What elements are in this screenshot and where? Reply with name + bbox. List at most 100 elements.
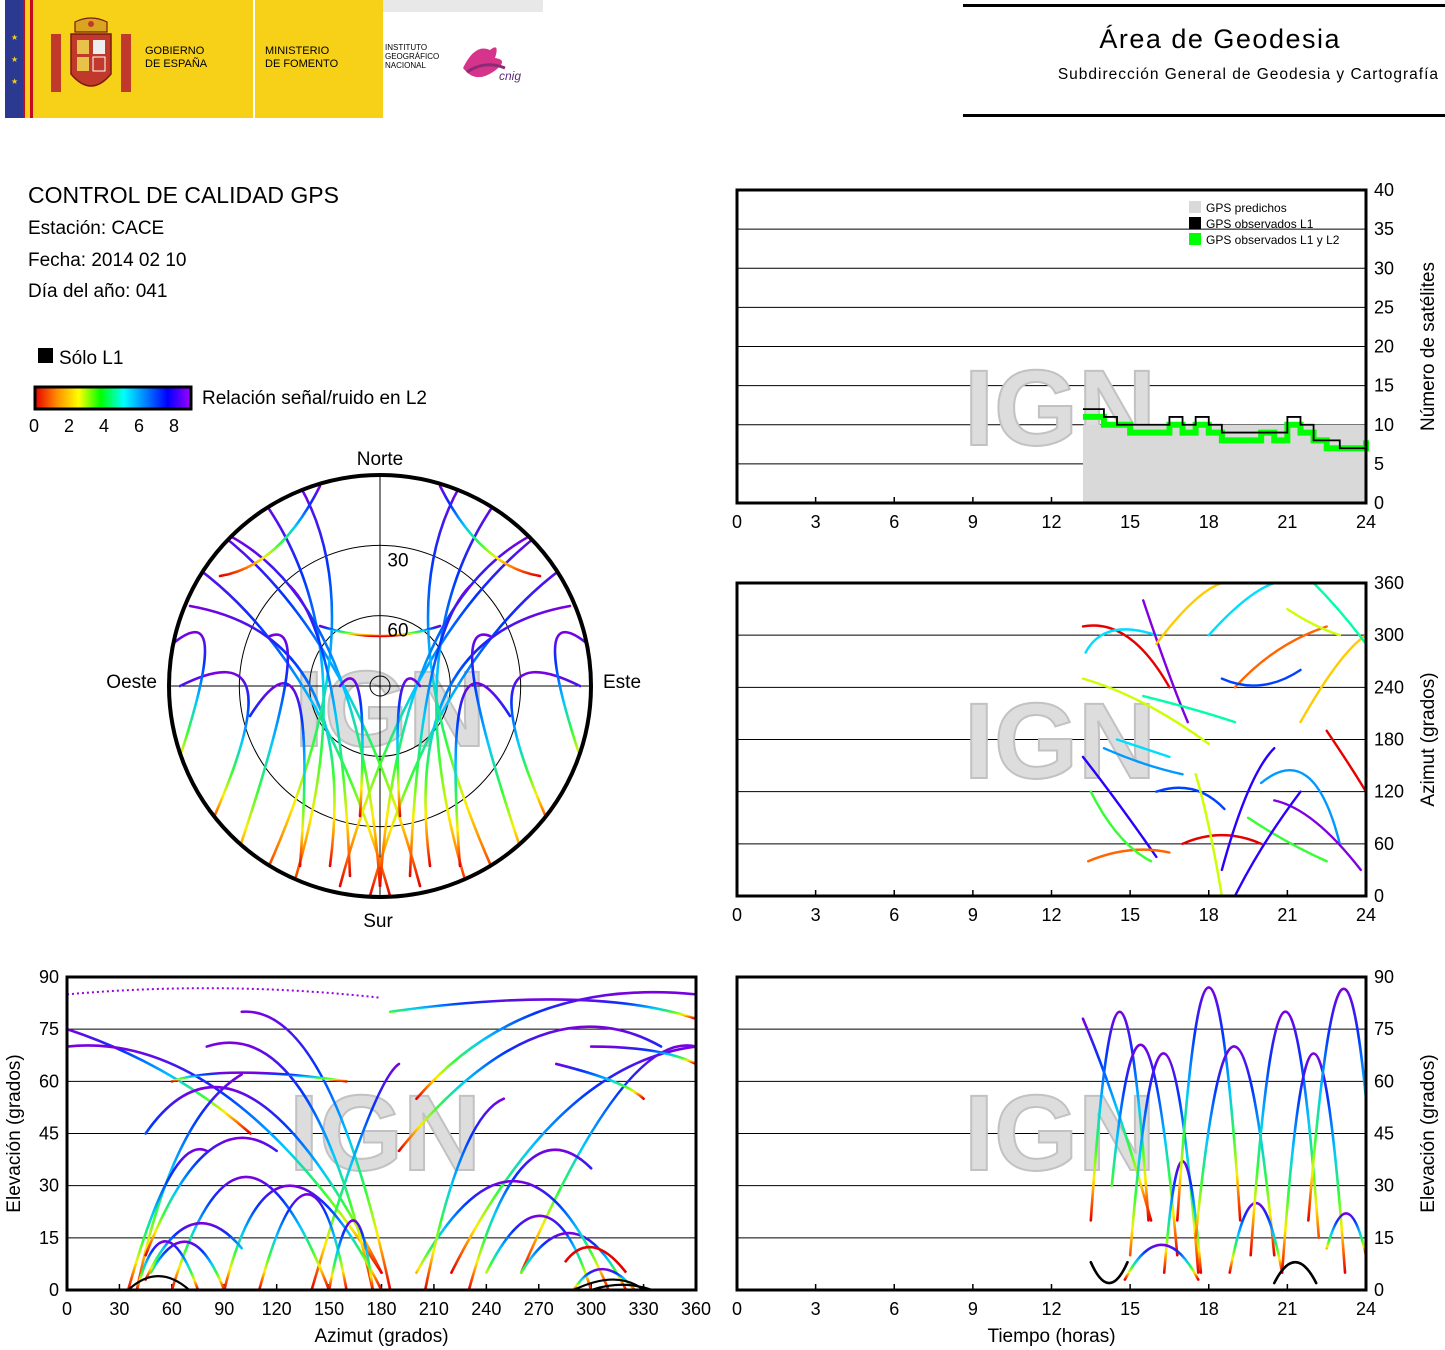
satellite-track	[589, 1045, 696, 1066]
elevation-ring	[238, 544, 522, 828]
y-tick-label: 10	[1374, 415, 1394, 435]
snr-tick: 2	[64, 416, 75, 436]
y-tick-label: 15	[39, 1228, 59, 1248]
y-tick-label: 45	[1374, 1124, 1394, 1144]
y-tick-label: 20	[1374, 337, 1394, 357]
legend-l1-label: Sólo L1	[59, 348, 124, 369]
ign-watermark-text: IGN	[964, 680, 1156, 801]
legend-label: GPS predichos	[1206, 201, 1287, 215]
satellite-track	[144, 1136, 278, 1257]
snr-colorbar	[33, 385, 193, 411]
svg-text:★: ★	[11, 77, 18, 86]
satellite-track	[178, 554, 392, 897]
satellite-track	[1312, 583, 1366, 646]
satellite-track	[368, 554, 582, 897]
x-tick-label: 0	[62, 1299, 72, 1319]
x-tick-label: 9	[968, 512, 978, 532]
satellite-track	[397, 1025, 663, 1153]
x-tick-label: 15	[1120, 1299, 1140, 1319]
cnig-logo-icon: cnig	[463, 47, 521, 83]
x-tick-label: 15	[1120, 512, 1140, 532]
skyplot-tracks	[169, 484, 591, 897]
north-label: Norte	[357, 449, 403, 470]
satellite-track	[170, 1175, 331, 1290]
x-tick-label: 210	[419, 1299, 449, 1319]
svg-text:★: ★	[11, 55, 18, 64]
x-tick-label: 21	[1277, 512, 1297, 532]
y-tick-label: 300	[1374, 625, 1404, 645]
satellite-track	[1089, 1010, 1150, 1222]
satellite-track	[257, 1193, 348, 1290]
satellite-track	[218, 484, 322, 578]
satellite-track	[1128, 1052, 1200, 1274]
satellite-track	[170, 1071, 348, 1083]
x-tick-label: 12	[1041, 512, 1061, 532]
x-tick-label: 3	[811, 905, 821, 925]
legend-label: GPS observados L1 y L2	[1206, 233, 1340, 247]
y-tick-label: 0	[49, 1280, 59, 1300]
satellite-track	[1273, 799, 1362, 872]
x-tick-label: 270	[524, 1299, 554, 1319]
satellite-track	[67, 1027, 252, 1135]
y-axis-label: Elevación (grados)	[4, 1054, 25, 1212]
satellite-track	[1249, 1010, 1321, 1257]
plot-frame	[735, 188, 1368, 505]
x-tick-label: 24	[1356, 512, 1376, 532]
header-logos: ★ ★ ★ GOBIERNO DE ESPAÑA MINISTERIO DE FOM…	[5, 0, 543, 118]
satellite-track	[318, 624, 442, 638]
satellite-track	[1142, 694, 1237, 724]
satellite-track	[1286, 607, 1341, 637]
satellite-track	[144, 1085, 383, 1274]
satellite-track	[1259, 769, 1341, 846]
satellite-track	[1155, 786, 1226, 811]
svg-text:★: ★	[11, 33, 18, 42]
satellite-track	[1081, 755, 1158, 859]
satellite-track	[258, 484, 334, 888]
satellite-track	[438, 484, 542, 578]
plot-frame	[65, 975, 698, 1292]
satellite-track	[338, 677, 364, 818]
x-tick-label: 15	[1120, 905, 1140, 925]
satellite-track	[248, 682, 306, 868]
satellite-track	[169, 630, 207, 788]
legend: GPS predichos GPS observados L1 GPS observ…	[1189, 201, 1340, 247]
satellite-track	[1181, 833, 1263, 846]
satellite-track	[519, 1231, 628, 1290]
x-tick-label: 360	[681, 1299, 711, 1319]
x-axis-label: Azimut (grados)	[314, 1326, 448, 1347]
ign-institution-label: INSTITUTO GEOGRÁFICO NACIONAL	[385, 43, 440, 70]
legend-swatch	[1189, 233, 1201, 245]
y-tick-label: 0	[1374, 886, 1384, 906]
satellite-track	[1299, 633, 1366, 724]
ign-watermark: IGN	[963, 1071, 1157, 1194]
skyplot-horizon	[167, 473, 593, 899]
x-tick-label: 18	[1199, 512, 1219, 532]
satellite-track	[485, 1214, 593, 1290]
x-axis-label: Tiempo (horas)	[987, 1326, 1115, 1347]
x-tick-label: 3	[811, 1299, 821, 1319]
elevation-tracks	[67, 987, 696, 1290]
azimuth-tracks	[1081, 583, 1366, 896]
ministerio-label: MINISTERIO DE FOMENTO	[265, 45, 339, 70]
header-area: Área de Geodesia Subdirección General de…	[963, 0, 1445, 118]
satellite-track	[1089, 790, 1153, 863]
y-tick-label: 5	[1374, 454, 1384, 474]
government-banner: GOBIERNO DE ESPAÑA MINISTERIO DE FOMENTO	[33, 0, 383, 118]
y-tick-label: 240	[1374, 677, 1404, 697]
satellite-track	[149, 1240, 226, 1290]
area-title: Área de Geodesia	[1099, 24, 1341, 54]
satellite-track	[563, 1245, 628, 1274]
satellite-track	[208, 524, 422, 888]
legend-label: GPS observados L1	[1206, 217, 1314, 231]
satellite-track	[178, 670, 250, 828]
y-tick-label: 90	[39, 967, 59, 987]
coat-of-arms-icon	[51, 17, 131, 92]
satellite-track	[408, 584, 472, 878]
y-tick-label: 30	[1374, 258, 1394, 278]
satellite-track	[1233, 790, 1302, 896]
satellite-track	[1115, 738, 1171, 759]
x-tick-label: 180	[366, 1299, 396, 1319]
